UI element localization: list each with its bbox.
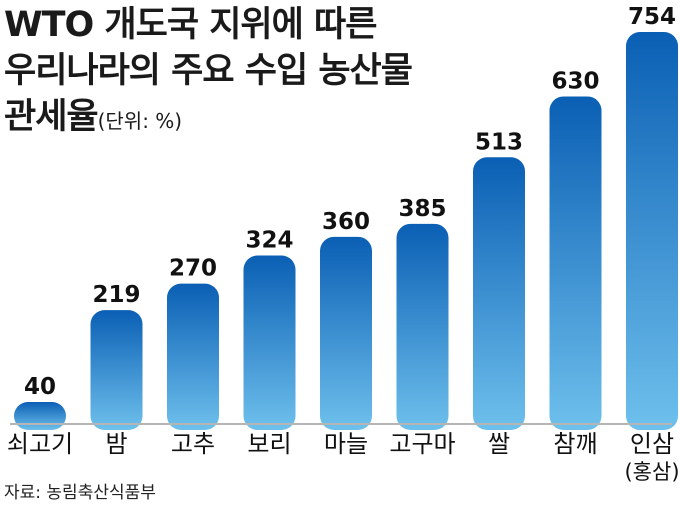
category-label-7: 쌀 bbox=[488, 430, 510, 458]
value-label-7: 513 bbox=[475, 129, 523, 155]
bar-4 bbox=[243, 255, 296, 430]
category-label-5: 마늘 bbox=[324, 430, 368, 458]
unit-label: (단위: %) bbox=[97, 109, 183, 133]
value-label-9: 754 bbox=[628, 4, 676, 30]
bar-3 bbox=[167, 283, 219, 430]
bar-7 bbox=[473, 157, 525, 430]
source-note: 자료: 농림축산식품부 bbox=[4, 483, 156, 503]
bar-8 bbox=[549, 96, 602, 430]
value-label-5: 360 bbox=[322, 209, 370, 235]
value-label-3: 270 bbox=[169, 256, 217, 282]
category-label-6: 고구마 bbox=[389, 430, 455, 458]
category-label-8: 참깨 bbox=[553, 430, 597, 458]
value-label-6: 385 bbox=[398, 196, 446, 222]
bar-5 bbox=[320, 236, 372, 430]
bar-9 bbox=[626, 32, 678, 430]
category-label-1: 쇠고기 bbox=[7, 430, 73, 458]
category-label-2: 밤 bbox=[105, 430, 127, 458]
category-label-3: 고추 bbox=[171, 430, 215, 458]
value-label-1: 40 bbox=[24, 374, 56, 400]
bar-1 bbox=[14, 402, 66, 430]
title-line-3: 관세율 bbox=[4, 97, 99, 137]
bar-2 bbox=[90, 310, 143, 430]
category-label-4: 보리 bbox=[247, 430, 291, 458]
category-label-9-line-2: (홍삼) bbox=[624, 460, 679, 484]
value-label-2: 219 bbox=[92, 282, 140, 308]
title-line-1: WTO 개도국 지위에 따른 bbox=[4, 5, 377, 45]
value-label-8: 630 bbox=[551, 68, 599, 94]
bar-6 bbox=[396, 223, 449, 430]
chart-title: WTO 개도국 지위에 따른 우리나라의 주요 수입 농산물 관세율(단위: %… bbox=[4, 2, 413, 144]
title-line-2: 우리나라의 주요 수입 농산물 bbox=[4, 51, 413, 91]
value-label-4: 324 bbox=[245, 228, 293, 254]
category-label-9: 인삼 bbox=[630, 430, 674, 458]
